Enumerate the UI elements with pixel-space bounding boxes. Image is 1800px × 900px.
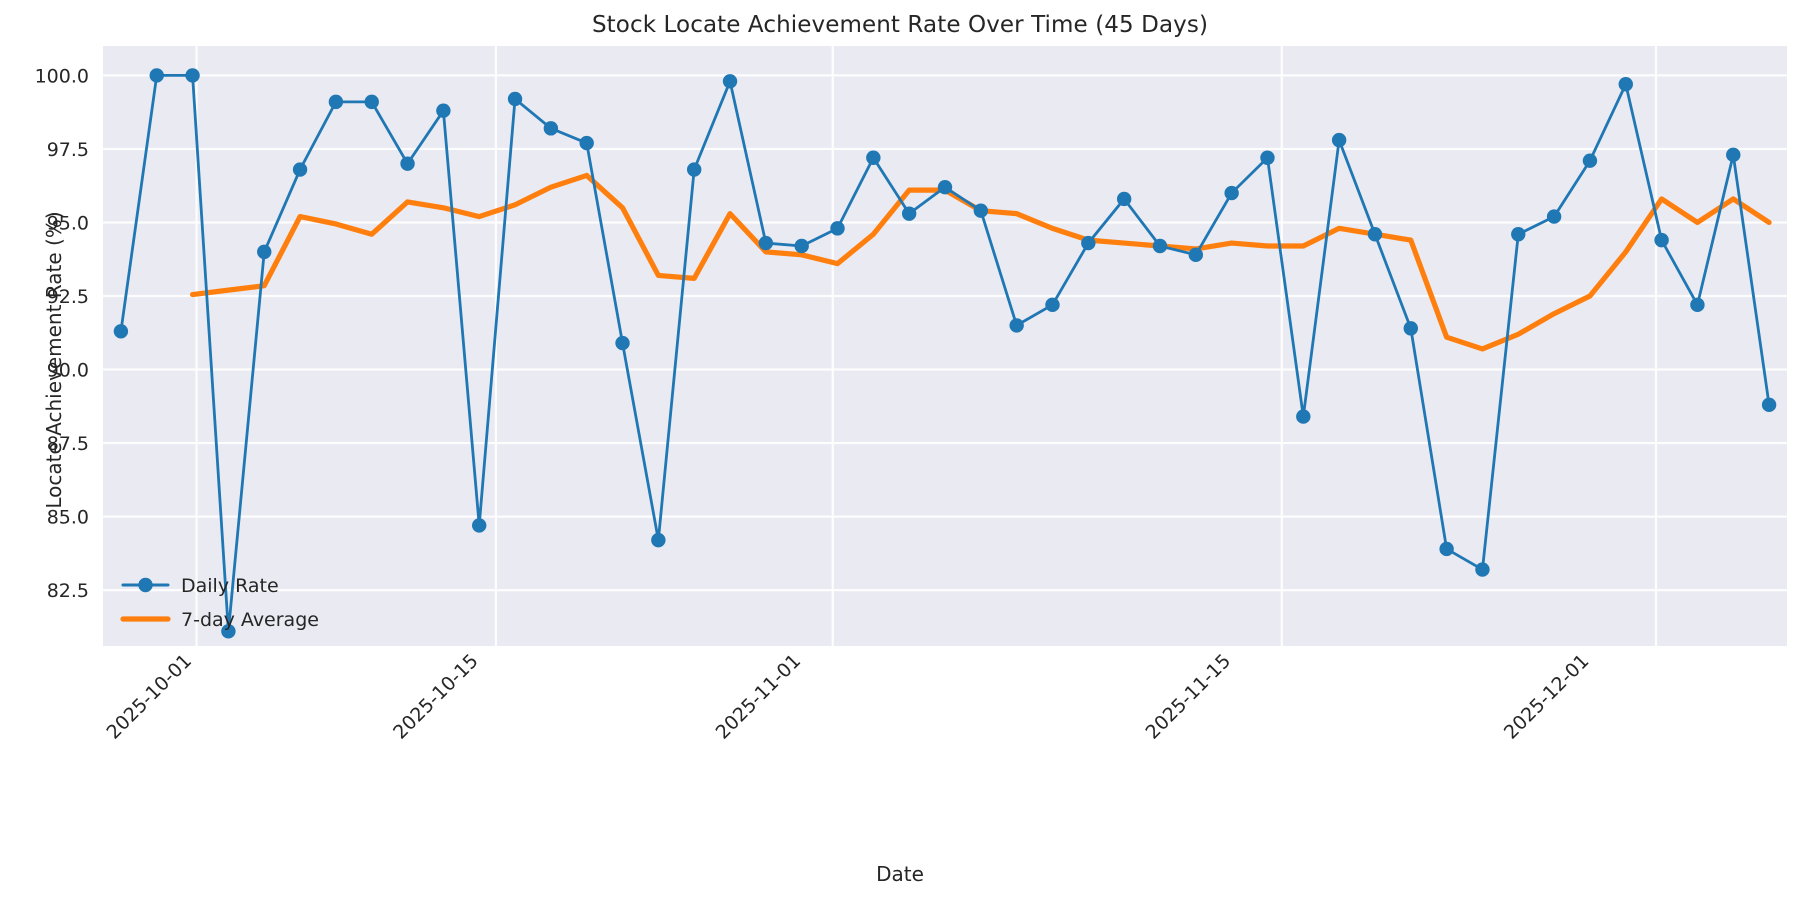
data-point-marker [1331, 132, 1347, 148]
data-point-marker [937, 179, 953, 195]
data-point-marker [1582, 153, 1598, 168]
data-point-marker [1726, 147, 1741, 163]
data-point-marker [113, 324, 129, 339]
y-tick-label: 92.5 [47, 286, 89, 308]
legend-label: 7-day Average [181, 609, 319, 631]
x-axis-ticks: 2025-10-01 2025-10-15 2025-11-01 2025-11-15… [102, 650, 1593, 744]
data-point-marker [1618, 77, 1633, 92]
data-point-marker [1188, 247, 1204, 263]
data-point-marker [149, 68, 164, 83]
data-point-marker [1546, 209, 1562, 224]
legend-marker [138, 577, 153, 593]
legend-label: Daily Rate [181, 575, 279, 597]
data-point-marker [830, 221, 845, 236]
data-point-marker [1152, 238, 1168, 254]
chart-legend[interactable]: Daily Rate 7-day Average [120, 575, 319, 631]
y-tick-label: 90.0 [47, 360, 89, 382]
data-point-marker [615, 335, 630, 351]
data-point-marker [328, 94, 344, 110]
y-tick-label: 100.0 [35, 65, 89, 87]
data-point-marker [1690, 297, 1705, 313]
data-point-marker [1045, 297, 1060, 313]
data-point-marker [257, 244, 272, 260]
data-point-marker [1761, 397, 1777, 413]
data-point-marker [1403, 321, 1418, 336]
axes-background [103, 46, 1787, 646]
data-series [113, 68, 1777, 639]
data-point-marker [221, 624, 236, 639]
x-axis-label: Date [876, 862, 924, 886]
y-tick-label: 87.5 [47, 433, 89, 455]
data-point-marker [185, 68, 200, 83]
data-point-marker [1116, 191, 1132, 207]
data-point-marker [292, 162, 308, 177]
y-tick-label: 97.5 [47, 139, 89, 161]
y-tick-label: 82.5 [47, 580, 89, 602]
data-point-marker [436, 103, 451, 118]
data-point-marker [686, 162, 702, 177]
data-point-marker [901, 206, 917, 221]
data-point-marker [973, 203, 989, 218]
data-point-marker [1475, 562, 1490, 577]
data-point-marker [507, 91, 523, 107]
x-tick-label: 2025-11-01 [712, 650, 806, 744]
data-point-marker [758, 235, 774, 251]
y-axis-label: Locate Achievement Rate (%) [42, 211, 66, 509]
data-point-marker [364, 94, 379, 110]
data-point-marker [866, 150, 881, 165]
data-point-marker [1260, 150, 1275, 165]
data-point-marker [1511, 227, 1526, 242]
data-point-marker [1439, 541, 1454, 557]
y-tick-label: 85.0 [47, 507, 89, 529]
data-point-marker [472, 518, 487, 533]
data-point-marker [651, 532, 666, 548]
data-point-marker [1224, 185, 1239, 201]
x-tick-label: 2025-11-15 [1142, 650, 1236, 744]
data-point-marker [1654, 232, 1669, 248]
data-point-marker [722, 74, 738, 89]
x-tick-label: 2025-10-15 [389, 650, 483, 744]
y-tick-label: 95.0 [47, 212, 89, 234]
data-point-marker [400, 156, 415, 171]
data-point-marker [1081, 235, 1096, 251]
x-tick-label: 2025-12-01 [1500, 650, 1594, 744]
data-point-marker [1296, 409, 1311, 424]
data-point-marker [794, 238, 809, 254]
data-point-marker [1009, 318, 1024, 333]
data-point-marker [1367, 227, 1383, 242]
data-point-marker [579, 135, 594, 151]
data-point-marker [543, 121, 559, 136]
y-axis-ticks: 82.5 85.0 87.5 90.0 92.5 95.0 97.5 100.0 [35, 65, 89, 602]
x-tick-label: 2025-10-01 [102, 650, 196, 744]
chart-title: Stock Locate Achievement Rate Over Time … [591, 12, 1209, 38]
